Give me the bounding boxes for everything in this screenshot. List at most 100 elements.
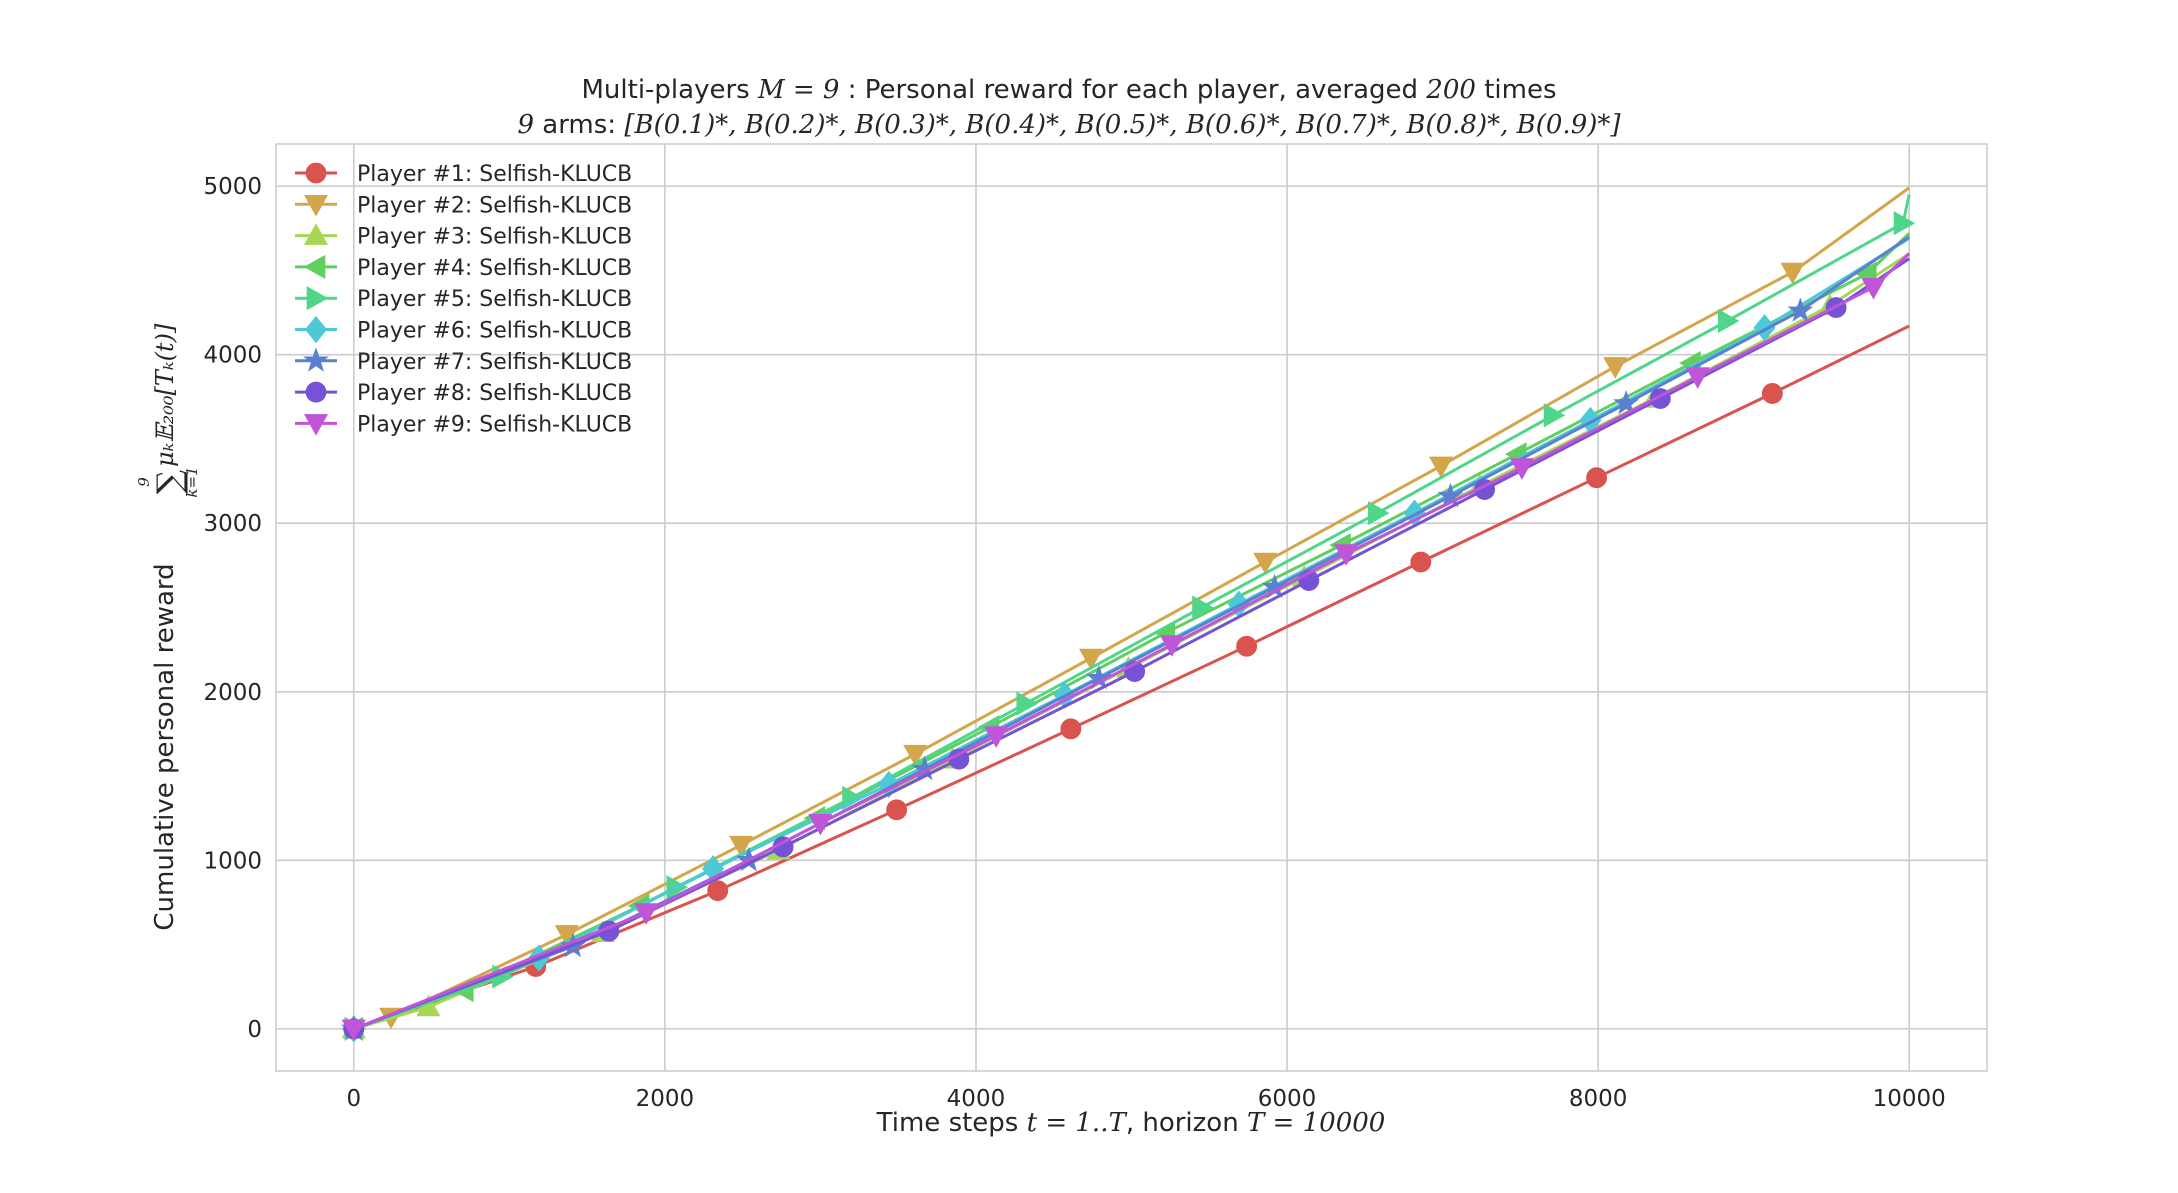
- legend-label: Player #6: Selfish-KLUCB: [357, 319, 632, 344]
- data-point-marker: [1060, 718, 1082, 740]
- y-tick-label: 0: [247, 1017, 262, 1043]
- legend-item: Player #7: Selfish-KLUCB: [295, 347, 632, 375]
- xlabel-math2: T = 10000: [1247, 1108, 1385, 1138]
- data-point-marker: [1586, 467, 1608, 489]
- chart-title-line2: 9 arms: [B(0.1)*, B(0.2)*, B(0.3)*, B(0.…: [517, 110, 1621, 140]
- legend-label: Player #9: Selfish-KLUCB: [357, 412, 632, 437]
- x-tick-label: 8000: [1569, 1086, 1628, 1112]
- title-math-200: 200: [1425, 75, 1476, 105]
- data-point-marker: [1893, 211, 1916, 236]
- ylabel-text: Cumulative personal reward: [150, 563, 180, 930]
- data-point-marker: [1016, 691, 1038, 716]
- legend-label: Player #7: Selfish-KLUCB: [357, 350, 632, 375]
- legend-label: Player #5: Selfish-KLUCB: [357, 287, 632, 312]
- ylabel-sum-sign: ∑: [150, 470, 190, 494]
- ylabel-sum-top: 9: [135, 477, 153, 487]
- y-tick-label: 5000: [203, 174, 262, 200]
- title-suffix: : Personal reward for each player, avera…: [839, 75, 1426, 105]
- y-tick-label: 1000: [203, 848, 262, 874]
- legend-item: Player #2: Selfish-KLUCB: [295, 193, 632, 218]
- data-point-marker: [1861, 277, 1886, 300]
- title2-math-9: 9: [517, 110, 534, 140]
- series-player-2: [341, 186, 1911, 1042]
- data-point-marker: [1253, 552, 1278, 575]
- grid: [276, 144, 1987, 1071]
- x-tick-label: 6000: [1258, 1086, 1317, 1112]
- data-point-marker: [886, 799, 908, 821]
- data-point-marker: [1334, 544, 1359, 566]
- legend-item: Player #3: Selfish-KLUCB: [295, 223, 632, 250]
- legend-item: Player #8: Selfish-KLUCB: [295, 381, 632, 406]
- x-tick-label: 2000: [636, 1086, 695, 1112]
- legend-marker: [303, 254, 326, 279]
- data-point-marker: [1079, 648, 1104, 671]
- x-tick-label: 4000: [947, 1086, 1006, 1112]
- legend-label: Player #8: Selfish-KLUCB: [357, 381, 632, 406]
- series-layer: [340, 186, 1916, 1043]
- legend-item: Player #6: Selfish-KLUCB: [295, 315, 632, 344]
- title2-text: arms:: [534, 110, 624, 140]
- plot-frame: [275, 143, 1988, 1072]
- xlabel-prefix: Time steps: [876, 1108, 1027, 1138]
- legend-marker: [303, 195, 329, 217]
- x-tick-label: 0: [346, 1086, 361, 1112]
- chart-title-line1: Multi-players M = 9 : Personal reward fo…: [581, 75, 1556, 105]
- data-point-marker: [1509, 458, 1534, 480]
- data-point-marker: [1613, 390, 1639, 415]
- y-axis-label: Cumulative personal reward 9 ∑ k=1 μₖ𝔼₂₀…: [135, 323, 201, 931]
- title-math-m: M = 9: [757, 75, 839, 105]
- data-point-marker: [729, 835, 754, 858]
- ylabel-math: μₖ𝔼₂₀₀[Tₖ(t)]: [151, 323, 179, 467]
- legend-label: Player #2: Selfish-KLUCB: [357, 193, 632, 218]
- data-point-marker: [1603, 357, 1628, 379]
- series-line: [353, 324, 1910, 1031]
- series-line: [353, 252, 1911, 1031]
- x-tick-label: 10000: [1873, 1086, 1946, 1112]
- data-point-marker: [1410, 551, 1432, 573]
- data-point-marker: [1236, 635, 1258, 657]
- y-tick-label: 2000: [203, 680, 262, 706]
- legend-marker: [306, 286, 329, 311]
- data-point-marker: [1543, 403, 1566, 428]
- legend-item: Player #9: Selfish-KLUCB: [295, 412, 632, 437]
- data-point-marker: [1761, 383, 1783, 404]
- data-point-marker: [1717, 308, 1740, 334]
- title2-math-arms: [B(0.1)*, B(0.2)*, B(0.3)*, B(0.4)*, B(0…: [624, 110, 1621, 140]
- tick-labels: 0 2000 4000 6000 8000 10000 0 1000 2000 3000 4000 5…: [203, 174, 1945, 1112]
- legend-marker: [303, 347, 329, 372]
- data-point-marker: [707, 880, 729, 902]
- data-point-marker: [1753, 314, 1776, 342]
- legend-marker: [303, 223, 329, 245]
- legend-marker: [304, 315, 328, 344]
- series-line: [353, 257, 1911, 1031]
- x-axis-label: Time steps t = 1..T, horizon T = 10000: [876, 1108, 1386, 1138]
- y-tick-label: 3000: [203, 511, 262, 537]
- legend-item: Player #5: Selfish-KLUCB: [295, 286, 632, 312]
- series-line: [353, 235, 1911, 1031]
- legend-marker: [305, 162, 327, 184]
- data-point-marker: [1159, 635, 1184, 657]
- y-tick-label: 4000: [203, 343, 262, 369]
- legend-label: Player #4: Selfish-KLUCB: [357, 256, 632, 281]
- xlabel-middle: , horizon: [1126, 1108, 1247, 1138]
- ylabel-sum-bottom: k=1: [183, 466, 201, 497]
- data-point-marker: [808, 813, 833, 836]
- legend-marker: [303, 414, 329, 436]
- legend-label: Player #3: Selfish-KLUCB: [357, 225, 632, 250]
- data-point-marker: [984, 726, 1009, 748]
- legend: Player #1: Selfish-KLUCB Player #2: Selfi…: [295, 162, 632, 437]
- data-point-marker: [1192, 595, 1214, 620]
- title-end: times: [1476, 75, 1557, 105]
- data-point-marker: [1787, 297, 1814, 322]
- legend-item: Player #4: Selfish-KLUCB: [295, 254, 632, 281]
- data-point-marker: [1780, 262, 1805, 285]
- legend-item: Player #1: Selfish-KLUCB: [295, 162, 632, 187]
- legend-marker: [305, 381, 327, 403]
- data-point-marker: [1367, 501, 1390, 526]
- xlabel-math: t = 1..T: [1027, 1108, 1128, 1138]
- legend-label: Player #1: Selfish-KLUCB: [357, 162, 632, 187]
- data-point-marker: [634, 903, 659, 925]
